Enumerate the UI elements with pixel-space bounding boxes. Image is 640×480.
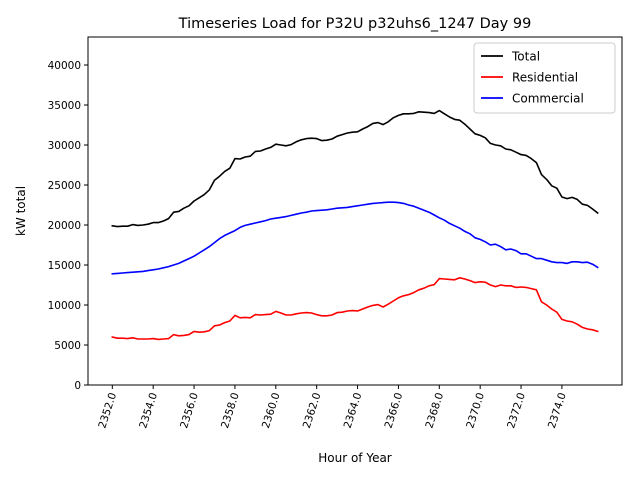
legend-box <box>473 42 616 114</box>
y-tick-label: 20000 <box>48 220 81 232</box>
y-tick-label: 10000 <box>48 300 81 312</box>
series-line-total <box>111 109 599 228</box>
y-tick-label: 25000 <box>48 180 81 192</box>
series-line-commercial <box>111 201 599 275</box>
chart-title: Timeseries Load for P32U p32uhs6_1247 Da… <box>178 16 532 32</box>
axes-frame <box>87 36 623 386</box>
series-line-residential <box>111 276 599 341</box>
legend: Total Residential Commercial <box>473 42 616 114</box>
y-axis-ticks: 0 5000 10000 15000 20000 25000 30000 35000 40000 <box>48 60 88 392</box>
y-tick-label: 5000 <box>54 340 81 352</box>
legend-label-total: Total <box>511 50 540 64</box>
y-axis-label: kW total <box>14 186 28 236</box>
legend-label-commercial: Commercial <box>512 92 584 106</box>
y-tick-label: 30000 <box>48 140 81 152</box>
legend-label-residential: Residential <box>512 71 578 85</box>
plot-lines <box>111 109 599 341</box>
y-tick-label: 0 <box>74 380 81 392</box>
y-tick-label: 40000 <box>48 60 81 72</box>
y-tick-label: 35000 <box>48 100 81 112</box>
x-axis-label: Hour of Year <box>318 451 392 465</box>
y-tick-label: 15000 <box>48 260 81 272</box>
